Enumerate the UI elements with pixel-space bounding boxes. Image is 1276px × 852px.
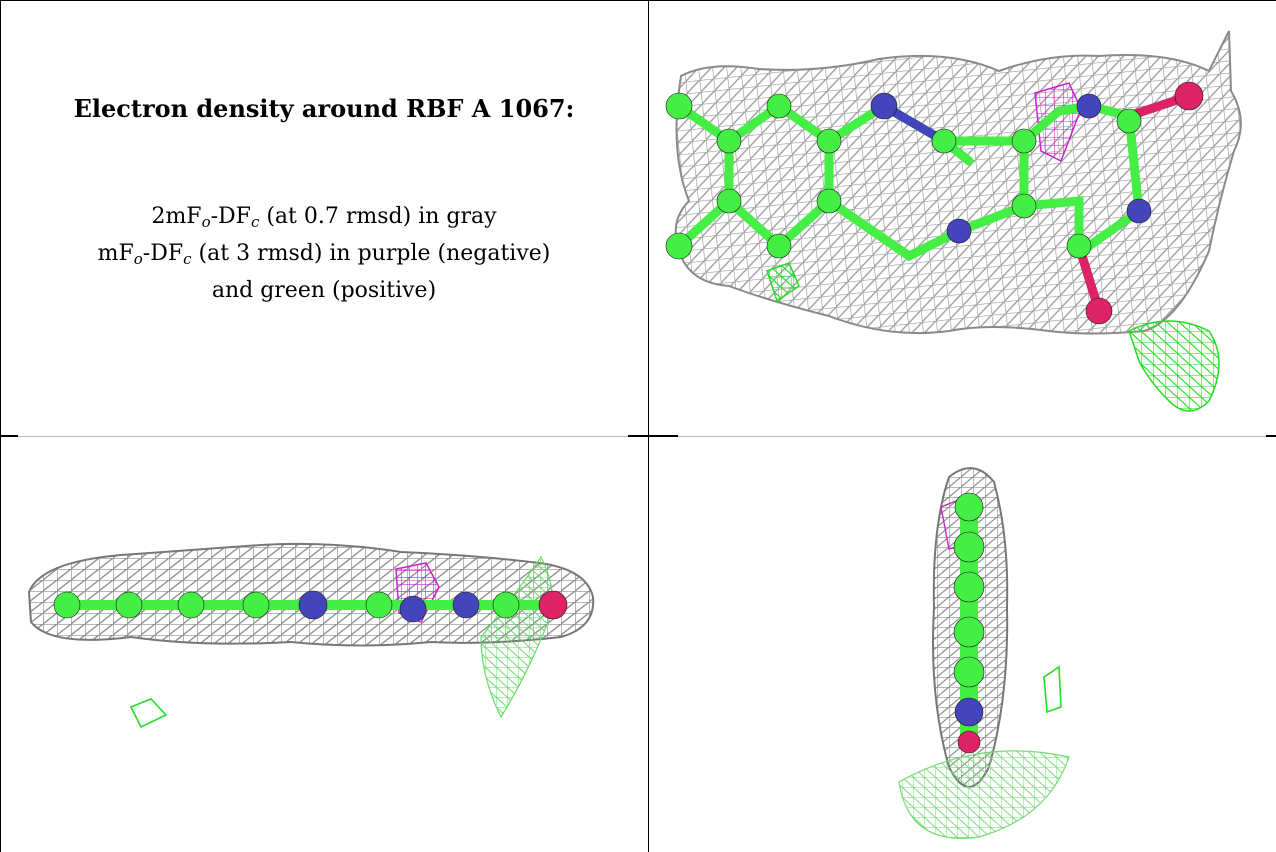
mesh-2fofc <box>674 30 1242 335</box>
mesh-fofc-positive-end-small <box>1043 665 1062 714</box>
density-view-side <box>1 437 648 852</box>
density-view-end-svg <box>898 467 1070 839</box>
density-view-top-svg <box>665 30 1242 412</box>
density-view-top <box>649 1 1276 436</box>
caption-cell: Electron density around RBF A 1067: 2mFo… <box>0 0 648 436</box>
mesh-fofc-positive-right <box>1128 320 1220 412</box>
grid-border-left <box>0 0 1 852</box>
mesh-fofc-positive-end <box>898 750 1070 839</box>
atoms-side <box>53 590 568 623</box>
density-view-side-svg <box>27 542 595 729</box>
grid-border-top <box>0 0 1276 1</box>
grid-tick-mid <box>628 435 678 437</box>
mesh-fofc-positive-small <box>129 698 168 729</box>
density-view-end <box>649 437 1276 852</box>
legend-line-positive: and green (positive) <box>211 278 437 303</box>
grid-tick-right <box>1266 435 1276 437</box>
caption-legend: 2mFo-DFc (at 0.7 rmsd) in gray mFo-DFc (… <box>0 201 648 306</box>
grid-divider-vertical <box>648 0 649 852</box>
caption-title: Electron density around RBF A 1067: <box>73 94 575 123</box>
mesh-fofc-positive-side <box>480 555 554 719</box>
grid-tick-left <box>0 435 18 437</box>
mesh-fofc-negative <box>1034 82 1082 163</box>
legend-line-fofc: mFo-DFc (at 3 rmsd) in purple (negative) <box>97 241 551 268</box>
legend-line-2fofc: 2mFo-DFc (at 0.7 rmsd) in gray <box>151 204 497 231</box>
atoms-end <box>953 492 985 754</box>
mesh-fofc-positive-left <box>766 262 800 303</box>
atoms-top <box>665 81 1204 325</box>
